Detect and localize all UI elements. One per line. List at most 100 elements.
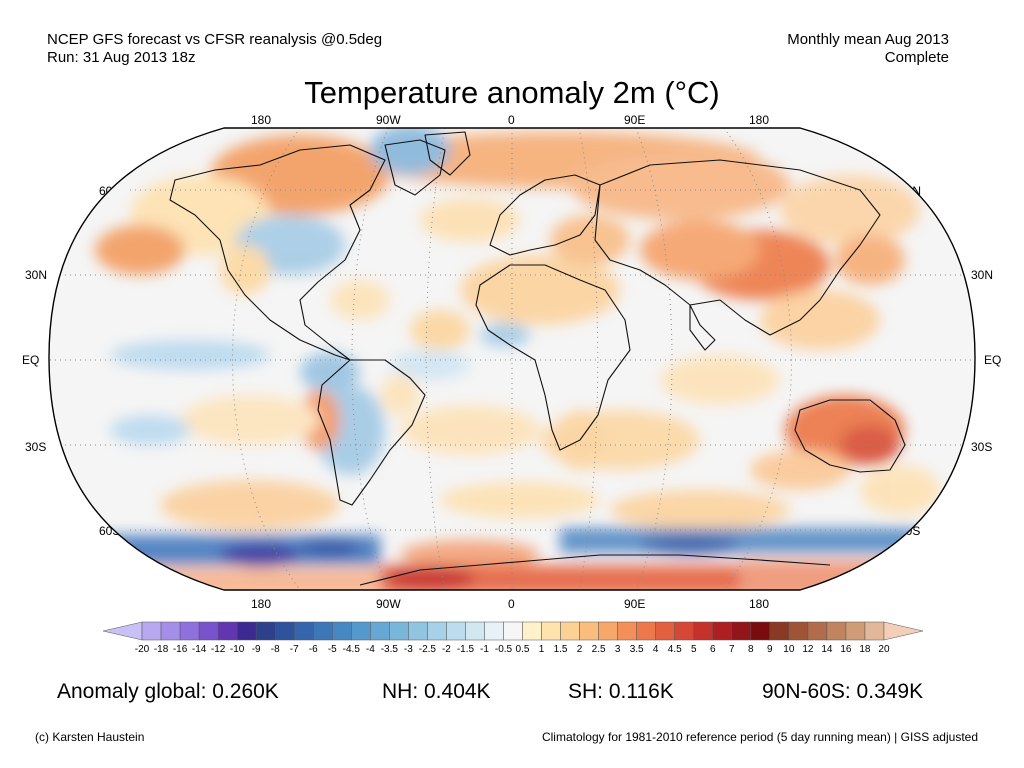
colorbar-tick-label: 4 (652, 644, 659, 655)
colorbar-swatch (769, 621, 790, 641)
colorbar-tick-label: 1 (538, 644, 545, 655)
footer-credit: (c) Karsten Haustein (35, 730, 145, 744)
colorbar-swatch (141, 621, 162, 641)
stat-nh-anomaly: NH: 0.404K (382, 680, 491, 703)
colorbar-tick-label: -2.5 (418, 644, 436, 655)
colorbar-swatch (217, 621, 238, 641)
colorbar-swatch (750, 621, 771, 641)
lon-label-top-90e: 90E (624, 113, 646, 127)
colorbar-swatch (332, 621, 352, 641)
stat-90n-60s-anomaly: 90N-60S: 0.349K (762, 680, 924, 703)
lat-label-right-eq: EQ (984, 353, 1002, 367)
colorbar-swatch (255, 621, 276, 641)
globe-outline (48, 127, 976, 591)
colorbar-swatch (503, 621, 523, 641)
colorbar-tick-label: 3.5 (629, 644, 644, 655)
colorbar-tick-label: 20 (878, 644, 890, 655)
colorbar-swatch (465, 621, 485, 641)
colorbar-swatch (807, 621, 828, 641)
lat-label-left-30s: 30S (25, 440, 47, 454)
colorbar-tick-label: 9 (767, 644, 773, 655)
colorbar-swatch (484, 621, 504, 641)
colorbar-tick-label: -3 (403, 644, 413, 655)
lon-label-bottom-90e: 90E (624, 597, 646, 611)
colorbar-tick-label: 12 (802, 644, 814, 655)
footer-climatology-note: Climatology for 1981-2010 reference peri… (541, 730, 978, 744)
lat-label-left-eq: EQ (22, 353, 40, 367)
colorbar-tick-label: 3 (614, 644, 621, 655)
colorbar-tick-label: 16 (840, 644, 852, 655)
lon-label-top-90w: 90W (376, 113, 401, 127)
colorbar-swatch (446, 621, 466, 641)
colorbar-swatch (198, 621, 219, 641)
lat-label-left-30n: 30N (25, 268, 48, 282)
colorbar-swatch (788, 621, 809, 641)
colorbar-tick-label: 0.5 (515, 644, 530, 655)
colorbar-tick-label: 4.5 (667, 644, 682, 655)
anomaly-field (49, 128, 975, 590)
colorbar-tick-label: -1.5 (456, 644, 475, 655)
colorbar-tick-label: 2 (576, 644, 583, 655)
colorbar-swatch (883, 621, 924, 641)
lon-label-top-0: 0 (508, 113, 515, 127)
colorbar-swatch (674, 621, 694, 641)
colorbar-swatch (826, 621, 847, 641)
colorbar-swatch (351, 621, 371, 641)
colorbar-swatch (845, 621, 866, 641)
stat-global-anomaly: Anomaly global: 0.260K (57, 680, 279, 703)
colorbar-swatch (731, 621, 752, 641)
colorbar-swatch (102, 621, 143, 641)
colorbar-swatch (408, 621, 428, 641)
colorbar-swatch (293, 621, 314, 641)
colorbar-swatch (636, 621, 656, 641)
colorbar-tick-label: -3.5 (380, 644, 398, 655)
colorbar-swatch (617, 621, 637, 641)
colorbar-tick-label: -6 (308, 644, 318, 655)
colorbar-swatch (179, 621, 200, 641)
colorbar-swatch (655, 621, 675, 641)
header-status-line: Complete (884, 49, 949, 66)
lon-label-top-180e: 180 (749, 113, 770, 127)
colorbar-tick-label: -7 (289, 644, 299, 655)
colorbar-swatch (579, 621, 599, 641)
colorbar-tick-label: -10 (229, 644, 245, 655)
lat-label-right-30s: 30S (971, 440, 993, 454)
colorbar-tick-label: -20 (134, 644, 150, 655)
colorbar-swatch (522, 621, 542, 641)
coastlines (169, 131, 906, 586)
lon-label-bottom-90w: 90W (376, 597, 401, 611)
colorbar-tick-label: 2.5 (591, 644, 606, 655)
graticule (50, 128, 975, 590)
colorbar-tick-label: 10 (783, 644, 795, 655)
colorbar-swatch (864, 621, 885, 641)
lon-label-top-180w: 180 (251, 113, 272, 127)
colorbar-tick-label: 5 (690, 644, 697, 655)
colorbar-tick-label: -4.5 (342, 644, 360, 655)
colorbar-tick-label: 7 (728, 644, 735, 655)
colorbar-tick-label: -2 (441, 644, 451, 655)
lon-label-bottom-180e: 180 (749, 597, 770, 611)
colorbar-tick-label: -1 (480, 644, 489, 655)
colorbar-swatch (160, 621, 181, 641)
colorbar-tick-label: -16 (172, 644, 188, 655)
colorbar-tick-label: -12 (210, 644, 226, 655)
colorbar-tick-label: 8 (748, 644, 754, 655)
colorbar-swatch (236, 621, 257, 641)
colorbar-swatch (560, 621, 580, 641)
header-run-line: Run: 31 Aug 2013 18z (47, 49, 196, 66)
colorbar-tick-label: -14 (191, 644, 207, 655)
map-title: Temperature anomaly 2m (°C) (304, 75, 720, 110)
colorbar-swatch (312, 621, 333, 641)
colorbar-tick-label: -18 (153, 644, 169, 655)
lon-label-bottom-180w: 180 (251, 597, 272, 611)
colorbar-tick-label: -0.5 (494, 644, 513, 655)
colorbar-swatch (598, 621, 618, 641)
colorbar-swatch (693, 621, 714, 641)
colorbar-swatch (274, 621, 295, 641)
colorbar-swatch (427, 621, 447, 641)
colorbar-swatch (712, 621, 733, 641)
lat-label-right-30n: 30N (971, 268, 994, 282)
colorbar-tick-label: 14 (821, 644, 833, 655)
colorbar-tick-label: 18 (859, 644, 871, 655)
